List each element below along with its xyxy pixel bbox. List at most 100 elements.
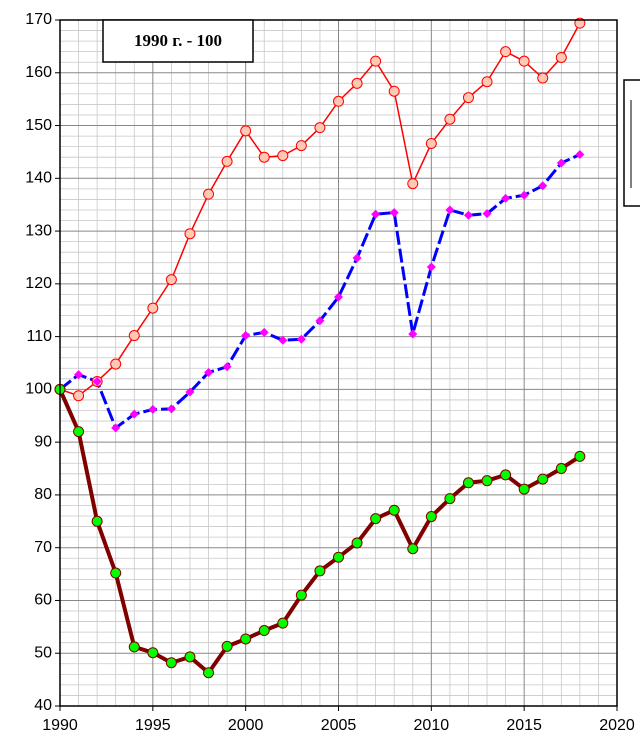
grid: 40 50 60 70 80 90 100 110 120 130 140 150 160 170 1990… [25,11,635,734]
point [295,589,307,601]
point [203,667,215,679]
point [555,51,567,63]
point [351,537,363,549]
point [240,633,252,645]
point [315,316,325,326]
point [92,376,102,386]
point [444,493,456,505]
y-tick-label: 140 [25,170,52,187]
point [278,335,288,345]
point [519,190,529,200]
y-tick-label: 120 [25,275,52,292]
point [221,155,233,167]
point [110,358,122,370]
x-tick-label: 2020 [599,717,635,734]
point [258,151,270,163]
point [370,55,382,67]
plot [54,17,586,679]
y-tick-label: 60 [34,592,52,609]
point [240,125,252,137]
point [462,477,474,489]
point [388,85,400,97]
point [425,137,437,149]
y-tick-label: 70 [34,539,52,556]
point [371,209,381,219]
point [537,72,549,84]
point [296,334,306,344]
point [221,640,233,652]
point [500,469,512,481]
point [128,641,140,653]
point [148,404,158,414]
point [91,515,103,527]
point [351,77,363,89]
point [111,423,121,433]
y-tick-label: 50 [34,644,52,661]
point [518,55,530,67]
annotation: 1990 г. - 100 [134,31,222,50]
point [481,76,493,88]
point [370,513,382,525]
point [203,188,215,200]
x-tick-label: 2005 [321,717,357,734]
point [389,208,399,218]
point [463,210,473,220]
point [537,473,549,485]
y-tick-label: 130 [25,222,52,239]
point [147,302,159,314]
point [407,543,419,555]
point [258,625,270,637]
y-tick-label: 170 [25,11,52,28]
point [388,504,400,516]
plot-frame [59,19,618,707]
point [241,331,251,341]
point [259,327,269,337]
point [295,140,307,152]
point [425,511,437,523]
point [277,617,289,629]
x-tick-label: 2000 [228,717,264,734]
point [574,450,586,462]
point [74,370,84,380]
point [482,209,492,219]
point [204,367,214,377]
x-tick-label: 2010 [414,717,450,734]
y-tick-label: 80 [34,486,52,503]
y-tick-label: 40 [34,697,52,714]
y-tick-label: 150 [25,117,52,134]
legend-box [623,79,640,207]
point [184,651,196,663]
x-tick-label: 1995 [135,717,171,734]
point [555,463,567,475]
point [481,475,493,487]
point [110,567,122,579]
y-tick-label: 100 [25,381,52,398]
y-tick-label: 110 [26,328,52,345]
point [333,95,344,107]
point [73,426,85,438]
point [575,150,585,160]
x-tick-label: 1990 [42,717,78,734]
y-tick-label: 160 [25,64,52,81]
point [556,158,566,168]
point [462,92,474,104]
point [538,181,548,191]
point [518,483,530,495]
point [277,150,289,162]
point [445,205,455,215]
point [314,122,326,134]
point [444,113,456,125]
point [501,193,511,203]
point [73,390,85,402]
point [500,46,512,58]
x-tick-label: 2015 [506,717,542,734]
point [408,329,418,339]
point [166,404,176,414]
y-tick-label: 90 [34,433,52,450]
point [314,565,326,577]
point [165,657,177,669]
point [185,387,195,397]
point [147,647,159,659]
point [165,274,177,286]
